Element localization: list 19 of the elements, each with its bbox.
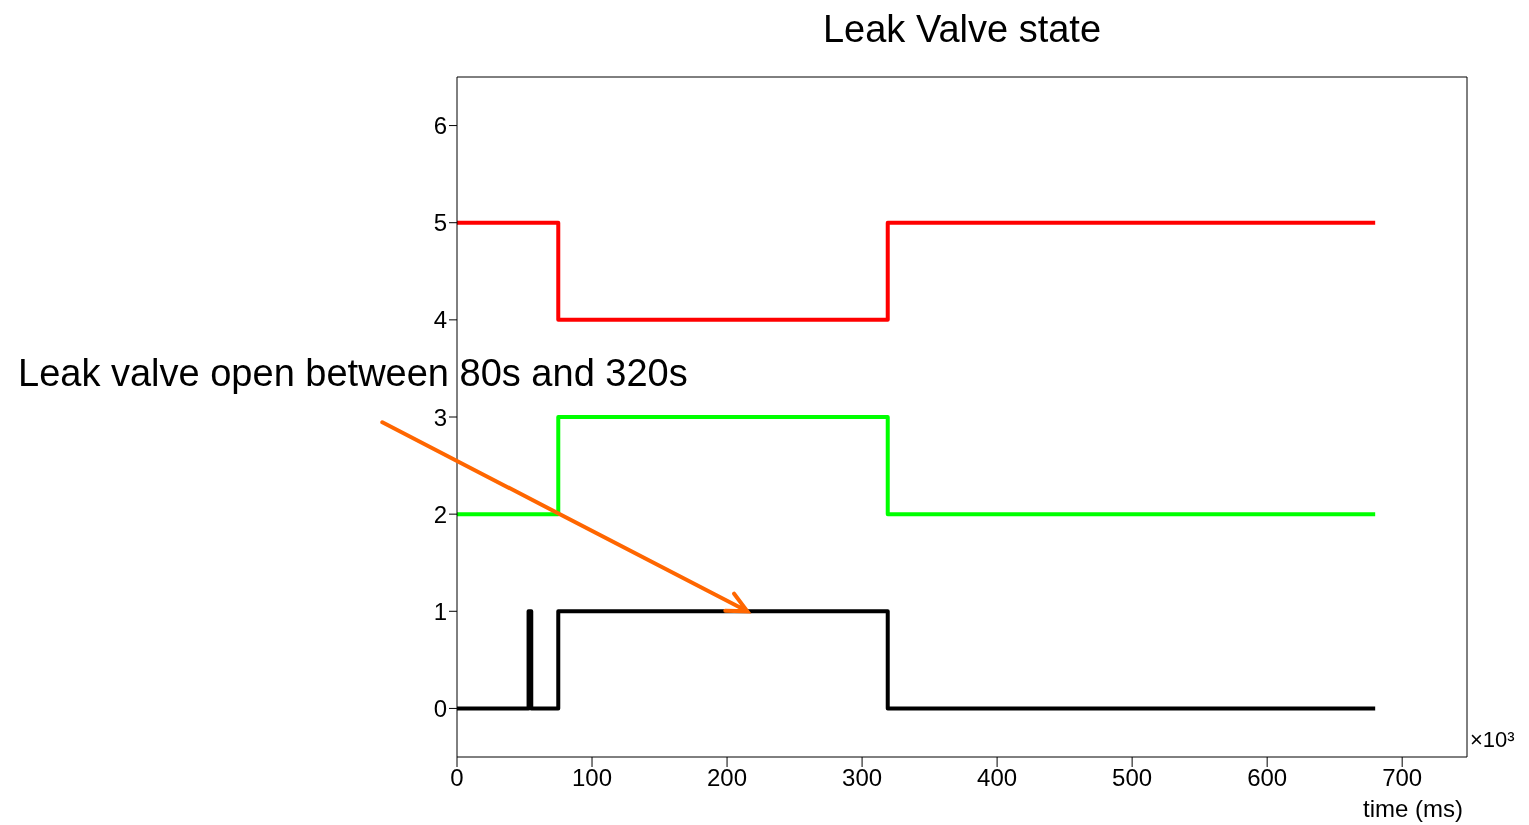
x-tick-label: 200	[707, 764, 748, 792]
x-tick-label: 0	[450, 764, 464, 792]
x-tick-label: 300	[842, 764, 883, 792]
y-tick-label: 2	[433, 500, 447, 528]
x-tick-label: 700	[1382, 764, 1423, 792]
x-tick-label: 400	[977, 764, 1018, 792]
x-tick-label: 100	[572, 764, 613, 792]
y-tick-label: 0	[433, 694, 447, 722]
y-tick-label: 6	[433, 112, 447, 140]
y-tick-label: 5	[433, 209, 447, 237]
chart-title: Leak Valve state	[821, 8, 1103, 51]
y-tick-label: 3	[433, 403, 447, 431]
annotation: Leak valve open between 80s and 320s	[18, 352, 688, 396]
x-tick-label: 500	[1112, 764, 1153, 792]
y-tick-label: 4	[433, 306, 447, 334]
text: ×10³	[1470, 727, 1515, 753]
x-tick-label: 600	[1247, 764, 1288, 792]
y-tick-label: 1	[433, 597, 447, 625]
x-axis-title: time (ms)	[1363, 795, 1463, 822]
